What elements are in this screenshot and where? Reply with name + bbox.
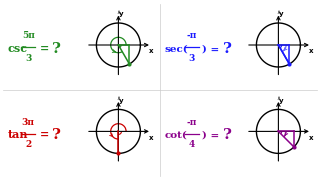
Text: ?: ? [223,128,232,142]
Text: sec(: sec( [165,44,188,53]
Text: ∧: ∧ [117,96,121,101]
Text: y: y [119,11,123,17]
Text: ?: ? [52,128,61,142]
Text: 3: 3 [189,54,195,63]
Text: ) =: ) = [202,130,223,140]
Text: =: = [40,43,53,54]
Text: ?: ? [52,42,61,56]
Text: y: y [279,98,283,103]
Text: ∧: ∧ [276,96,281,101]
Text: ) =: ) = [202,44,223,53]
Text: =: = [40,129,53,141]
Text: cot(: cot( [165,130,188,140]
Text: x: x [309,48,314,54]
Text: x: x [149,135,154,141]
Text: 3π: 3π [22,118,35,127]
Text: tan: tan [8,129,28,141]
Text: ∧: ∧ [276,10,281,15]
Text: -π: -π [187,118,197,127]
Text: x: x [309,135,314,141]
Text: y: y [119,98,123,103]
Text: x: x [149,48,154,54]
Text: y: y [279,11,283,17]
Text: 2: 2 [25,140,31,149]
Text: ∧: ∧ [117,10,121,15]
Text: csc: csc [8,43,28,54]
Text: ?: ? [223,42,232,56]
Text: -π: -π [187,31,197,40]
Text: 4: 4 [189,140,195,149]
Text: 5π: 5π [22,31,35,40]
Text: 3: 3 [25,54,31,63]
